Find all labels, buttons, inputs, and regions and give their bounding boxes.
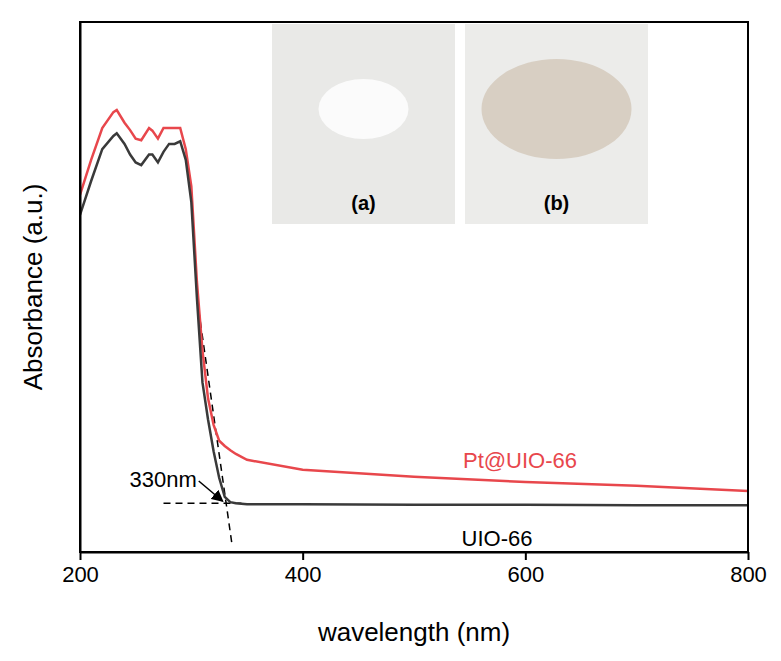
inset-label: (b) (544, 192, 570, 214)
powder (319, 79, 409, 139)
inset-photo: (a) (272, 24, 455, 224)
plot-area (80, 110, 748, 545)
x-tick-mark (80, 552, 82, 560)
y-axis-title: Absorbance (a.u.) (18, 184, 48, 391)
x-tick-label: 400 (285, 562, 322, 587)
series-line (80, 110, 748, 491)
chart: (a) (b) 200 400 600 800 wavelength (nm) Absorba… (0, 0, 781, 661)
inset-photo: (b) (465, 24, 648, 224)
x-axis-line (81, 552, 749, 554)
x-tick-label: 200 (62, 562, 99, 587)
x-tick-label: 800 (730, 562, 767, 587)
annotation: 330nm (129, 467, 196, 492)
x-tick: 200 (62, 552, 99, 587)
x-tick-mark (302, 552, 304, 560)
x-tick: 400 (285, 552, 322, 587)
series-label: UIO-66 (462, 526, 533, 551)
x-tick: 600 (507, 552, 544, 587)
x-tick-label: 600 (507, 562, 544, 587)
series-line (80, 133, 748, 505)
inset-background (272, 24, 455, 224)
y-axis-line (80, 23, 82, 553)
x-tick-mark (525, 552, 527, 560)
y-axis (80, 23, 81, 553)
annotation-arrow (199, 481, 223, 501)
x-tick-mark (748, 552, 750, 560)
x-axis-title: wavelength (nm) (317, 617, 510, 647)
inset-label: (a) (351, 192, 375, 214)
powder (482, 59, 632, 159)
x-axis: 200 400 600 800 (62, 552, 767, 587)
series-label: Pt@UIO-66 (463, 448, 577, 473)
inset-background (465, 24, 648, 224)
x-tick: 800 (730, 552, 767, 587)
plot-frame (80, 22, 748, 552)
